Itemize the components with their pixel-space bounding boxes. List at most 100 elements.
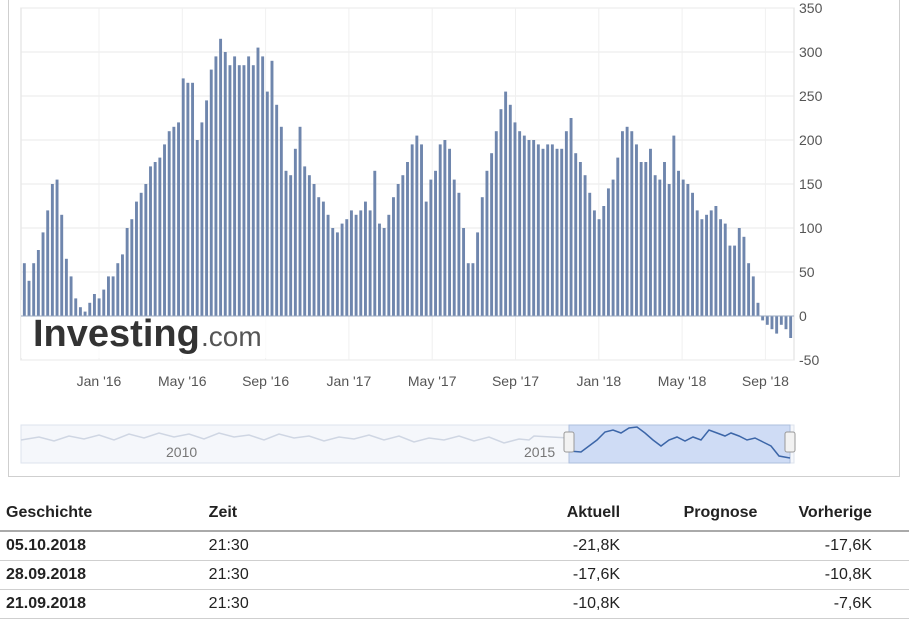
bar[interactable] (237, 65, 241, 316)
bar[interactable] (135, 201, 138, 316)
bar[interactable] (564, 131, 568, 316)
bar[interactable] (64, 258, 68, 316)
bar[interactable] (74, 298, 78, 316)
bar[interactable] (494, 131, 498, 316)
bar[interactable] (125, 228, 129, 316)
bar[interactable] (172, 126, 176, 316)
bar[interactable] (289, 175, 293, 316)
bar[interactable] (452, 179, 456, 316)
header-time[interactable]: Zeit (202, 498, 407, 532)
bar[interactable] (616, 157, 620, 316)
bar[interactable] (784, 316, 788, 330)
bar[interactable] (691, 192, 694, 316)
bar[interactable] (158, 157, 162, 316)
bar[interactable] (22, 263, 26, 316)
bar[interactable] (602, 206, 606, 316)
bar[interactable] (340, 223, 344, 316)
bar[interactable] (97, 298, 101, 316)
navigator-selection[interactable] (568, 424, 791, 464)
bar[interactable] (303, 166, 307, 316)
bar[interactable] (415, 135, 419, 316)
bar[interactable] (653, 175, 657, 316)
bar[interactable] (92, 294, 96, 316)
bar[interactable] (228, 65, 232, 316)
bar[interactable] (438, 144, 442, 316)
bar[interactable] (765, 316, 769, 325)
header-previous[interactable]: Vorherige (763, 498, 878, 532)
bar[interactable] (667, 184, 671, 316)
bar[interactable] (186, 82, 190, 316)
bar[interactable] (681, 179, 685, 316)
bar[interactable] (443, 140, 447, 316)
bar[interactable] (672, 135, 676, 316)
bar[interactable] (195, 140, 199, 316)
bar[interactable] (396, 184, 400, 316)
bar[interactable] (485, 170, 489, 316)
bar[interactable] (279, 126, 283, 316)
bar[interactable] (293, 148, 297, 316)
bar[interactable] (270, 60, 274, 316)
bar[interactable] (265, 91, 269, 316)
bar[interactable] (326, 214, 330, 316)
bar[interactable] (434, 170, 437, 316)
bar[interactable] (349, 210, 353, 316)
bar[interactable] (499, 109, 503, 316)
bar[interactable] (723, 223, 727, 316)
bar[interactable] (406, 162, 409, 316)
bar[interactable] (298, 126, 302, 316)
bar[interactable] (462, 228, 466, 316)
bar[interactable] (775, 316, 779, 334)
bar[interactable] (256, 47, 260, 316)
bar[interactable] (513, 122, 517, 317)
bar[interactable] (392, 197, 395, 316)
bar[interactable] (307, 175, 311, 316)
bar[interactable] (424, 201, 428, 316)
bar[interactable] (102, 289, 106, 316)
bar[interactable] (504, 91, 508, 316)
bar[interactable] (705, 214, 709, 316)
bar[interactable] (611, 179, 615, 316)
bar[interactable] (541, 148, 545, 316)
bar[interactable] (448, 148, 452, 316)
bar[interactable] (592, 210, 596, 316)
bar[interactable] (621, 131, 624, 316)
bar[interactable] (625, 126, 629, 316)
bar[interactable] (181, 78, 185, 317)
bar[interactable] (200, 122, 204, 317)
bar[interactable] (88, 302, 92, 316)
bar[interactable] (83, 311, 87, 316)
bar[interactable] (508, 104, 512, 316)
bar[interactable] (55, 179, 59, 316)
bar[interactable] (312, 184, 316, 316)
header-forecast[interactable]: Prognose (626, 498, 764, 532)
bar[interactable] (714, 206, 718, 316)
bar[interactable] (737, 228, 741, 316)
bar[interactable] (779, 316, 783, 325)
bar[interactable] (41, 232, 45, 316)
bar[interactable] (527, 140, 531, 316)
bar[interactable] (69, 276, 73, 316)
bar[interactable] (149, 166, 152, 316)
bar[interactable] (546, 144, 550, 316)
bar[interactable] (658, 179, 662, 316)
bar[interactable] (663, 162, 666, 316)
bar[interactable] (223, 52, 227, 316)
bar[interactable] (107, 276, 110, 316)
bar[interactable] (490, 153, 494, 316)
bar[interactable] (163, 144, 166, 316)
bar[interactable] (401, 175, 405, 316)
bar[interactable] (153, 162, 157, 316)
bar[interactable] (630, 131, 634, 316)
bar[interactable] (686, 184, 690, 316)
bar[interactable] (219, 38, 223, 317)
bar[interactable] (635, 144, 638, 316)
bar[interactable] (139, 192, 143, 316)
bar[interactable] (111, 276, 115, 316)
bar[interactable] (756, 302, 760, 316)
bar[interactable] (46, 210, 50, 316)
bar[interactable] (695, 210, 699, 316)
bar[interactable] (583, 175, 587, 316)
bar[interactable] (429, 179, 433, 316)
bar[interactable] (144, 184, 148, 316)
bar[interactable] (60, 214, 64, 316)
